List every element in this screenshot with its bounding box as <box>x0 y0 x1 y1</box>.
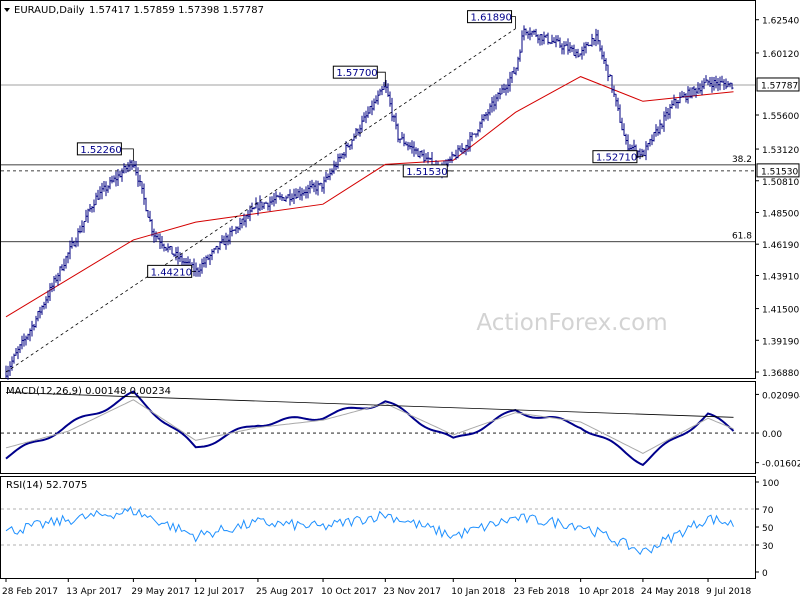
macd-line <box>5 390 735 467</box>
ohlc-values: 1.57417 1.57859 1.57398 1.57787 <box>89 5 264 16</box>
price-y-tick-label: 1.53120 <box>762 146 799 156</box>
macd-panel-frame <box>0 381 756 474</box>
annotation-box <box>592 150 638 164</box>
dropdown-arrow-icon[interactable] <box>4 8 10 12</box>
annotation-leader <box>121 148 134 161</box>
watermark: ActionForex.com <box>476 310 667 336</box>
fib-level-label: 38.2 <box>732 155 752 165</box>
price-y-tick-label: 1.62540 <box>762 17 799 27</box>
annotation-box <box>402 164 448 178</box>
annotations-layer: 1.61890 1.57700 1.52260 1.51530 1.44210 1.527… <box>76 10 644 278</box>
annotation-leader <box>511 16 516 29</box>
price-y-tick-label: 1.55600 <box>762 112 799 122</box>
rsi-panel-frame <box>0 476 756 579</box>
price-trendline <box>5 28 516 373</box>
annotation-leader <box>636 154 644 158</box>
price-panel-frame <box>0 0 756 379</box>
annotation-label: 1.51530 <box>406 167 447 178</box>
support-level-tag-label: 1.51530 <box>761 167 798 177</box>
macd-title: MACD(12,26,9) 0.00148 0.00234 <box>6 386 171 397</box>
moving-average-layer <box>5 76 734 318</box>
symbol-label: EURAUD,Daily <box>14 5 85 16</box>
x-tick-label: 23 Feb 2018 <box>514 587 570 597</box>
rsi-y-tick-label: 100 <box>762 479 779 489</box>
x-tick-label: 10 Oct 2017 <box>321 587 377 597</box>
annotation-leader <box>377 71 386 87</box>
trendline-layer <box>5 28 516 373</box>
rsi-y-tick-label: 50 <box>762 524 774 534</box>
annotation-label: 1.44210 <box>151 267 192 278</box>
x-tick-label: 24 May 2018 <box>641 587 700 597</box>
reference-lines: 38.2 61.8 <box>1 84 755 243</box>
price-y-tick-label: 1.43910 <box>762 272 799 282</box>
price-y-tick-label: 1.36880 <box>762 369 799 379</box>
price-y-tick-label: 1.48500 <box>762 209 799 219</box>
price-y-tick-label: 1.60120 <box>762 50 799 60</box>
price-y-tick-label: 1.41500 <box>762 306 799 316</box>
rsi-title: RSI(14) 52.7075 <box>6 480 87 491</box>
price-y-tick-label: 1.50810 <box>762 178 799 188</box>
current-price-tag <box>756 77 800 92</box>
price-y-tick-label: 1.39190 <box>762 337 799 347</box>
macd-y-tick-label: 0.00 <box>762 430 782 440</box>
annotation-label: 1.52260 <box>80 145 121 156</box>
macd-trendline <box>5 391 734 418</box>
annotation-box <box>147 264 193 278</box>
annotation-label: 1.61890 <box>471 13 512 24</box>
support-level-tag <box>756 163 800 178</box>
x-tick-label: 13 Apr 2017 <box>66 587 122 597</box>
rsi-layer <box>1 505 755 556</box>
macd-layer <box>1 390 755 467</box>
rsi-y-tick-label: 0 <box>762 569 768 579</box>
fib-level-label: 61.8 <box>732 232 752 242</box>
moving-average-line <box>5 76 734 318</box>
annotation-label: 1.52710 <box>596 153 637 164</box>
price-y-tick-label: 1.46190 <box>762 241 799 251</box>
macd-signal-line <box>5 399 734 454</box>
x-tick-label: 10 Apr 2018 <box>579 587 635 597</box>
annotation-box <box>467 10 513 24</box>
current-price-tag-label: 1.57787 <box>761 81 798 91</box>
x-tick-label: 25 Aug 2017 <box>256 587 314 597</box>
x-tick-label: 28 Feb 2017 <box>2 587 58 597</box>
macd-y-tick-label: -0.016023 <box>762 460 800 470</box>
annotation-label: 1.57700 <box>336 68 377 79</box>
x-tick-label: 29 May 2017 <box>131 587 190 597</box>
axis-labels: 1.62540 1.60120 1.55600 1.53120 1.50810 1.485… <box>2 17 800 597</box>
price-bars-layer <box>5 25 734 380</box>
x-tick-label: 23 Nov 2017 <box>383 587 441 597</box>
rsi-line <box>5 505 734 556</box>
annotation-box <box>76 142 122 156</box>
rsi-y-tick-label: 70 <box>762 506 774 516</box>
annotation-box <box>332 65 378 79</box>
macd-y-tick-label: 0.020904 <box>762 391 800 401</box>
x-tick-label: 10 Jan 2018 <box>451 587 505 597</box>
x-tick-label: 12 Jul 2017 <box>194 587 245 597</box>
x-tick-label: 9 Jul 2018 <box>706 587 751 597</box>
rsi-y-tick-label: 30 <box>762 542 774 552</box>
